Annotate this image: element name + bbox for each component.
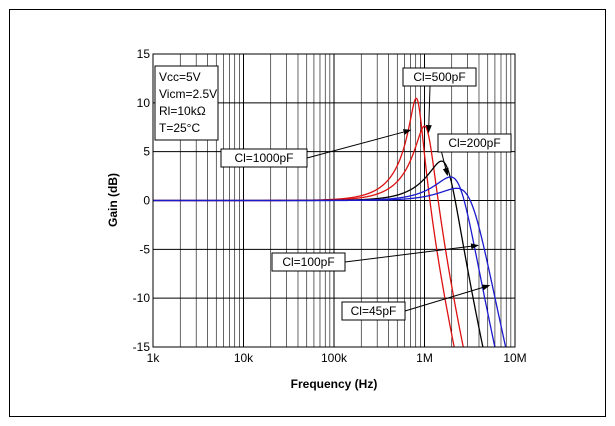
gain-curves — [153, 97, 507, 347]
y-tick-label: 0 — [143, 194, 150, 208]
x-tick-label: 10k — [234, 351, 254, 365]
annotation-box — [402, 67, 477, 87]
y-tick-label: 15 — [137, 47, 151, 61]
y-tick-label: 10 — [137, 96, 151, 110]
x-tick-label: 100k — [321, 351, 348, 365]
annotation-label: Cl=45pF — [351, 304, 397, 318]
conditions-box-border — [154, 65, 219, 141]
gain-curve — [153, 187, 507, 347]
annotation-label: Cl=500pF — [413, 70, 465, 84]
figure-frame: 1k 10k 100k 1M 10M 15 10 5 0 -5 -10 -15 Frequency … — [9, 9, 606, 417]
annotation-box — [271, 252, 346, 272]
y-axis-label: Gain (dB) — [106, 173, 120, 227]
annotation-box — [220, 148, 308, 168]
annotation-arrow — [404, 284, 491, 312]
condition-vcc: Vcc=5V — [159, 70, 201, 84]
condition-temp: T=25°C — [159, 121, 200, 135]
annotation-label: Cl=100pF — [282, 255, 334, 269]
gain-vs-frequency-chart: 1k 10k 100k 1M 10M 15 10 5 0 -5 -10 -15 Frequency … — [106, 47, 527, 391]
x-tick-label: 1M — [416, 351, 433, 365]
x-axis-label: Frequency (Hz) — [291, 377, 378, 391]
annotation-label: Cl=1000pF — [234, 151, 293, 165]
x-tick-label: 10M — [503, 351, 526, 365]
condition-rl: Rl=10kΩ — [159, 104, 206, 118]
y-tick-label: -10 — [133, 291, 151, 305]
annotation-label: Cl=200pF — [448, 136, 500, 150]
annotation-box — [437, 133, 512, 153]
y-tick-label: -15 — [133, 340, 151, 354]
annotation-arrow — [425, 85, 432, 134]
condition-vicm: Vicm=2.5V — [159, 87, 217, 101]
annotation-arrow — [306, 129, 412, 159]
plot-border — [152, 53, 516, 348]
x-tick-labels: 1k 10k 100k 1M 10M — [147, 351, 527, 365]
x-tick-label: 1k — [147, 351, 161, 365]
y-tick-label: 5 — [143, 145, 150, 159]
series-annotations: Cl=1000pF Cl=500pF Cl=200pF Cl=100pF Cl=45pF — [220, 67, 512, 321]
y-tick-label: -5 — [139, 242, 150, 256]
conditions-box: Vcc=5V Vicm=2.5V Rl=10kΩ T=25°C — [154, 65, 219, 141]
annotation-arrow — [344, 243, 479, 263]
y-tick-labels: 15 10 5 0 -5 -10 -15 — [133, 47, 151, 354]
annotation-box — [341, 301, 406, 321]
